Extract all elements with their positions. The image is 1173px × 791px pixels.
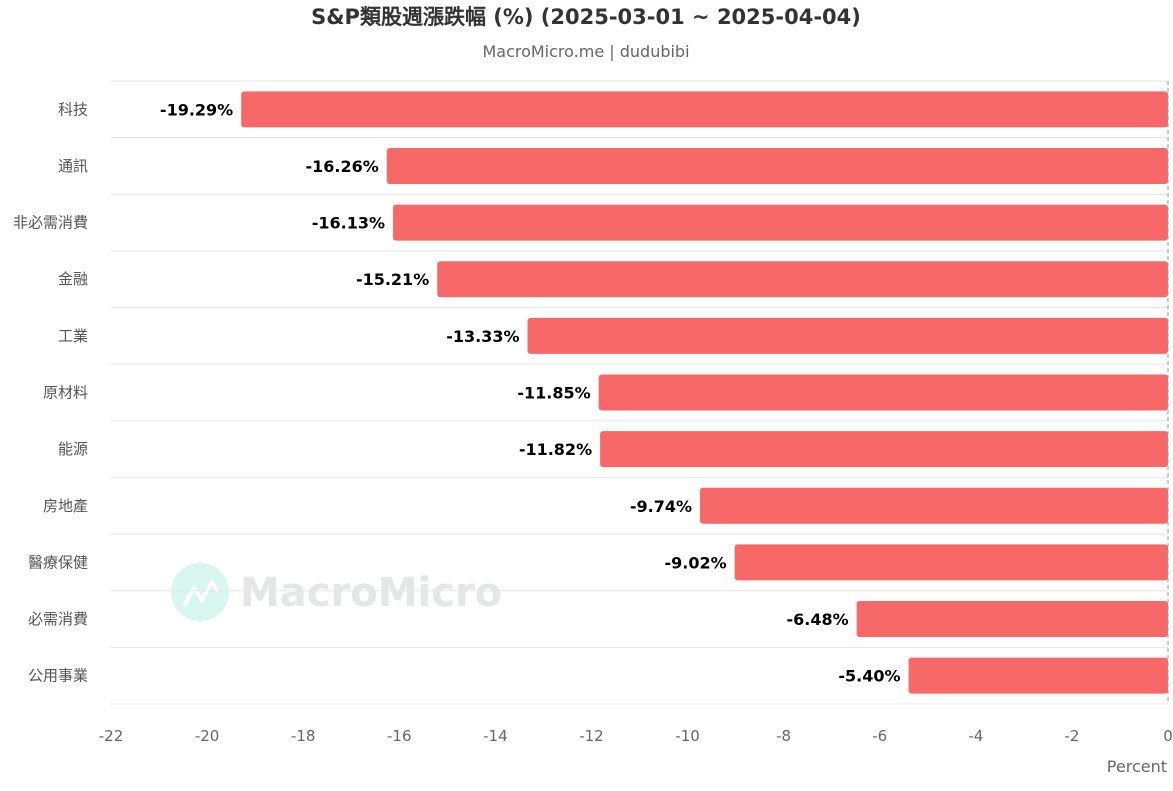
data-label: -16.13% — [312, 214, 385, 233]
category-label: 金融 — [58, 270, 88, 288]
x-tick-label: -6 — [872, 727, 887, 745]
bar[interactable] — [527, 317, 1168, 354]
bar[interactable] — [386, 147, 1169, 184]
category-label: 科技 — [58, 100, 88, 118]
category-label: 醫療保健 — [28, 553, 88, 571]
x-tick-label: -2 — [1064, 727, 1079, 745]
category-label: 通訊 — [58, 157, 88, 175]
watermark-logo-icon — [171, 563, 229, 621]
data-label: -13.33% — [446, 327, 519, 346]
watermark-chart-icon — [182, 578, 220, 607]
bar[interactable] — [393, 204, 1168, 241]
watermark: MacroMicro — [171, 563, 502, 621]
data-label: -5.40% — [838, 667, 900, 686]
data-label: -11.85% — [517, 384, 590, 403]
category-label: 公用事業 — [28, 667, 88, 685]
bar[interactable] — [700, 487, 1168, 524]
data-label: -16.26% — [305, 157, 378, 176]
x-tick-label: -4 — [968, 727, 983, 745]
category-label: 工業 — [58, 327, 88, 345]
bar[interactable] — [437, 261, 1168, 298]
data-label: -6.48% — [787, 610, 849, 629]
x-axis: -22 -20 -18 -16 -14 -12 -10 -8 -6 -4 -2 0 — [99, 727, 1173, 745]
x-tick-label: 0 — [1163, 727, 1173, 745]
x-tick-label: -14 — [483, 727, 508, 745]
chart-subtitle: MacroMicro.me | dudubibi — [482, 42, 689, 61]
category-label: 房地產 — [43, 497, 88, 515]
x-tick-label: -18 — [291, 727, 316, 745]
category-label: 必需消費 — [28, 610, 88, 628]
x-tick-label: -16 — [387, 727, 412, 745]
x-tick-label: -10 — [675, 727, 700, 745]
bars: 科技 -19.29% 通訊 -16.26% 非必需消費 -16.13% 金融 -15.21% 工… — [13, 91, 1169, 694]
watermark-text: MacroMicro — [240, 570, 502, 616]
data-label: -9.02% — [664, 553, 726, 572]
x-tick-label: -8 — [776, 727, 791, 745]
chart-title: S&P類股週漲跌幅 (%) (2025-03-01 ~ 2025-04-04) — [311, 5, 861, 29]
x-tick-label: -12 — [579, 727, 604, 745]
category-label: 能源 — [58, 440, 88, 458]
data-label: -19.29% — [160, 100, 233, 119]
x-tick-label: -22 — [99, 727, 124, 745]
data-label: -9.74% — [630, 497, 692, 516]
bar[interactable] — [598, 374, 1168, 411]
category-label: 非必需消費 — [13, 214, 88, 232]
bar[interactable] — [734, 544, 1168, 581]
bar[interactable] — [856, 601, 1168, 638]
bar[interactable] — [241, 91, 1168, 128]
grid — [111, 80, 1168, 705]
data-label: -11.82% — [519, 440, 592, 459]
x-tick-label: -20 — [195, 727, 220, 745]
category-label: 原材料 — [43, 384, 88, 402]
data-label: -15.21% — [356, 270, 429, 289]
x-axis-title: Percent — [1107, 757, 1167, 776]
bar[interactable] — [908, 657, 1168, 694]
bar[interactable] — [600, 431, 1168, 468]
